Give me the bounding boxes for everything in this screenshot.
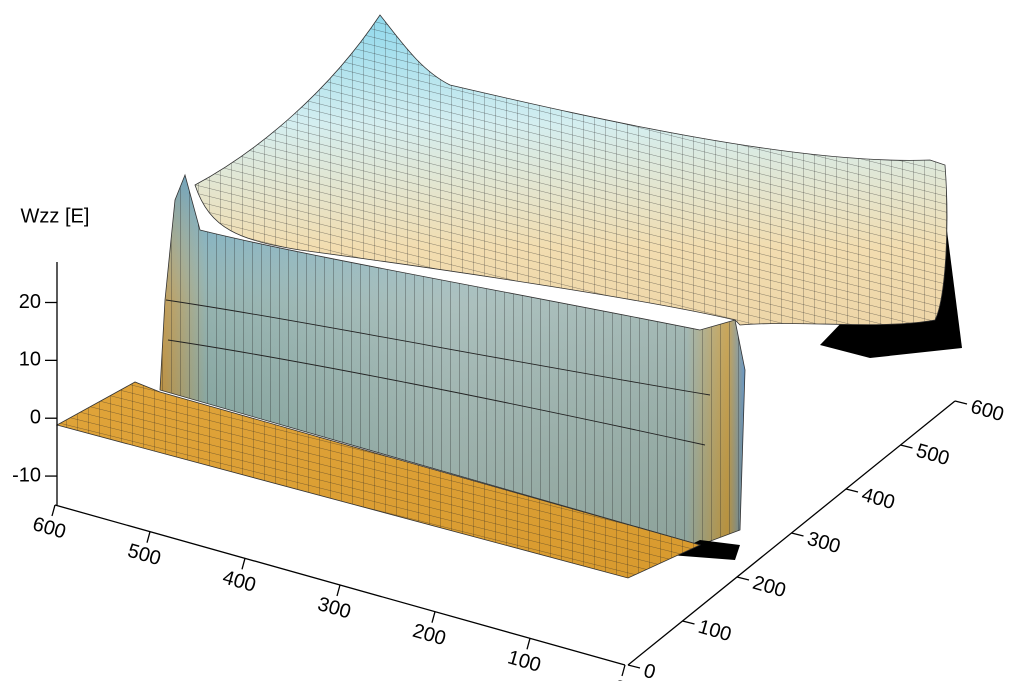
- x-tick: [526, 638, 531, 650]
- z-axis-label: Wzz [E]: [21, 205, 90, 227]
- x-tick: [431, 611, 436, 623]
- z-tick-label: 10: [19, 349, 41, 371]
- x-tick-label: 400: [220, 566, 258, 596]
- y-tick-label: 0: [641, 660, 658, 681]
- y-tick-label: 400: [859, 484, 897, 514]
- y-tick: [845, 488, 859, 493]
- x-tick: [336, 584, 341, 597]
- y-tick: [736, 576, 750, 581]
- x-tick: [241, 558, 246, 570]
- y-tick-label: 200: [750, 572, 788, 602]
- y-tick-label: 600: [968, 396, 1006, 426]
- x-tick-label: 300: [315, 593, 353, 623]
- y-tick: [682, 620, 695, 625]
- y-tick-label: 300: [805, 528, 843, 558]
- y-tick-label: 500: [914, 440, 952, 470]
- x-tick: [621, 664, 626, 677]
- y-tick: [954, 400, 968, 405]
- z-tick-label: 20: [19, 291, 41, 313]
- z-tick-label: -10: [12, 464, 41, 486]
- x-tick: [51, 504, 56, 517]
- surface: [55, 14, 962, 579]
- x-tick: [146, 531, 151, 543]
- x-tick-label: 100: [505, 646, 543, 676]
- x-tick-label: 500: [125, 540, 163, 570]
- x-tick-label: 200: [410, 620, 448, 650]
- y-tick: [627, 664, 641, 669]
- x-tick-label: 600: [30, 513, 68, 543]
- z-tick-label: 0: [30, 406, 41, 428]
- axes: -100102001002003004005006000100200300400…: [12, 262, 1006, 681]
- x-tick-label: 0: [611, 676, 628, 681]
- y-tick: [900, 444, 913, 449]
- y-tick: [791, 532, 804, 537]
- y-tick-label: 100: [696, 616, 734, 646]
